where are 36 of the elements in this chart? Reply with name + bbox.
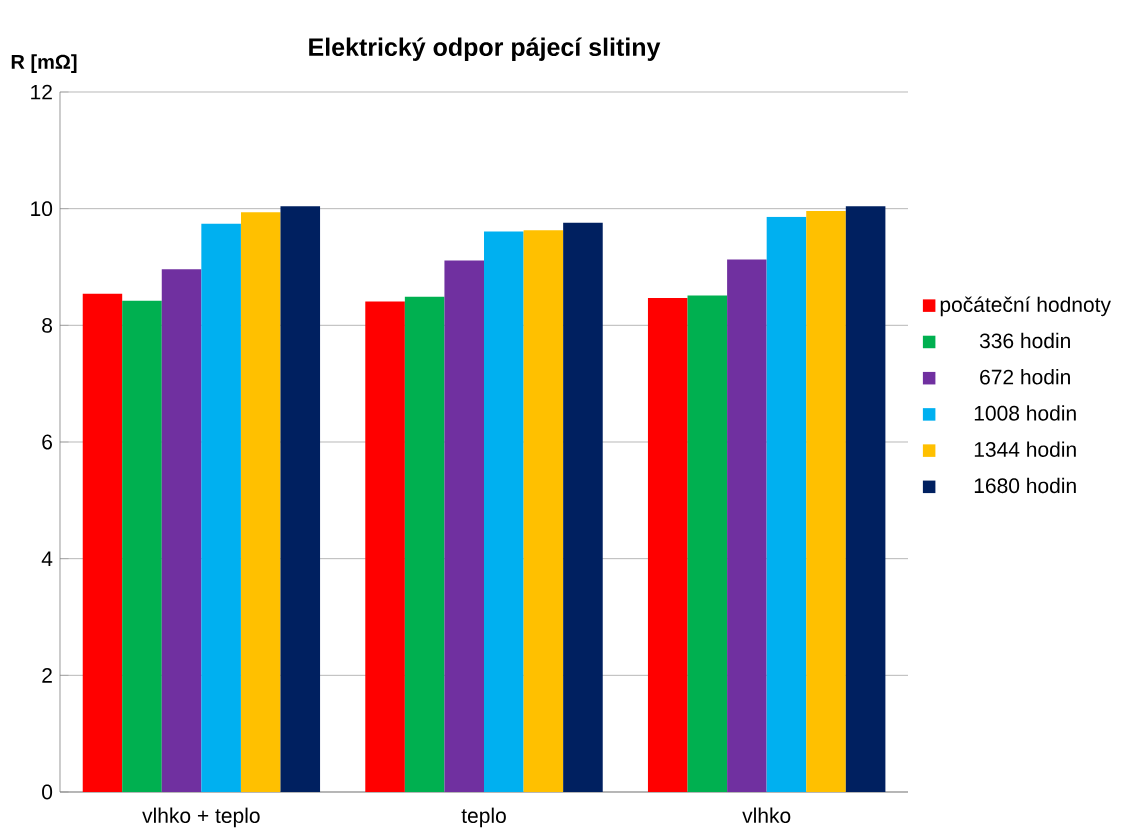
legend-label: 1680 hodin [974, 477, 1076, 494]
bar [240, 212, 281, 792]
y-tick-label: 12 [31, 84, 52, 100]
y-axis-title: R [mΩ] [11, 54, 77, 73]
bar [161, 269, 202, 792]
bar [806, 210, 846, 792]
y-tick-label: 0 [42, 784, 53, 800]
y-tick-label: 10 [31, 201, 53, 217]
bar [727, 259, 767, 792]
y-tick-label: 6 [42, 434, 53, 450]
y-tick-label: 8 [42, 317, 53, 333]
bar [647, 297, 688, 792]
bar [766, 216, 807, 792]
bar [365, 301, 405, 792]
bar [845, 206, 886, 792]
x-tick-label: vlhko [742, 807, 791, 824]
x-tick-label: vlhko + teplo [142, 807, 260, 828]
legend-label: 1344 hodin [974, 441, 1076, 457]
bar [280, 206, 321, 792]
bar [404, 296, 445, 792]
bar [523, 230, 564, 792]
x-tick-label: teplo [461, 807, 506, 828]
y-tick-label: 2 [42, 668, 52, 683]
legend-label: 672 hodin [980, 369, 1070, 385]
bar [82, 293, 123, 792]
y-tick-label: 4 [41, 551, 53, 566]
bar [484, 231, 524, 792]
bar [122, 300, 162, 792]
legend-label: 336 hodin [979, 332, 1070, 349]
chart-title: Elektrický odpor pájecí slitiny [309, 37, 661, 61]
legend-label: 1008 hodin [974, 405, 1076, 421]
bar [563, 222, 603, 792]
legend-label: počáteční hodnoty [940, 296, 1111, 317]
bar [444, 260, 485, 792]
bar [201, 223, 241, 792]
bar [687, 295, 728, 792]
